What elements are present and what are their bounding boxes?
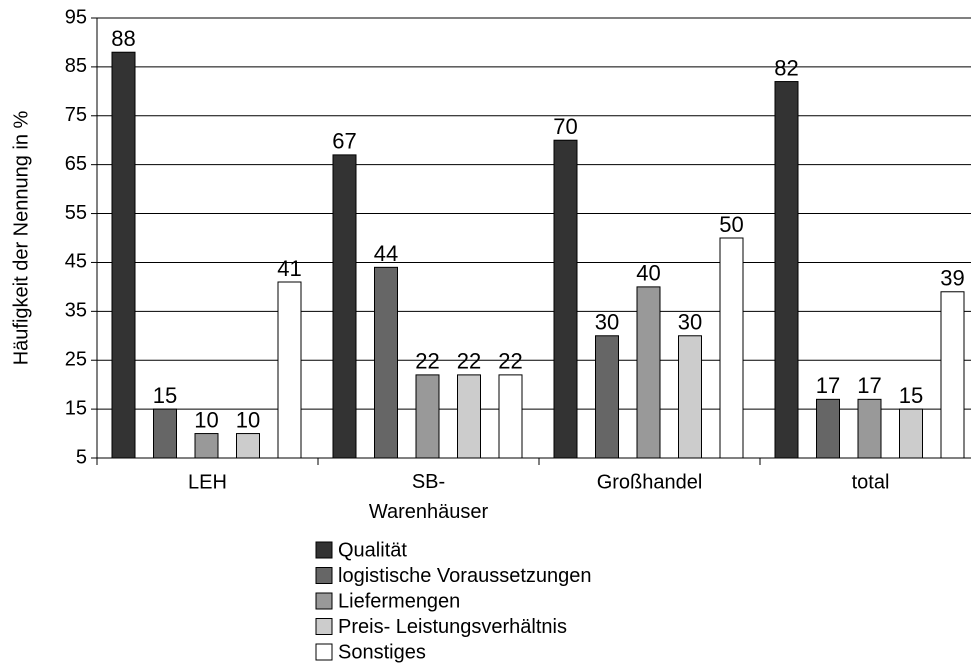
legend-label: logistische Voraussetzungen: [338, 565, 592, 587]
x-tick-label: SB-Warenhäuser: [369, 471, 489, 523]
data-label: 67: [332, 129, 356, 154]
legend-swatch: [315, 541, 333, 559]
data-label: 30: [678, 310, 702, 335]
legend-swatch: [315, 618, 333, 635]
y-tick-label: 35: [65, 300, 87, 322]
bar: [498, 374, 523, 459]
bar: [816, 398, 840, 459]
bar: [719, 237, 744, 459]
legend-swatch: [315, 592, 333, 610]
bar: [277, 281, 302, 459]
y-tick-label: 55: [65, 202, 87, 224]
y-tick-label: 45: [65, 251, 87, 273]
bar: [774, 81, 799, 459]
x-tick-label: total: [852, 471, 890, 493]
bar: [374, 266, 398, 459]
legend-swatch: [315, 567, 333, 584]
legend-swatch: [315, 643, 333, 661]
y-tick-label: 85: [65, 55, 87, 77]
data-label: 40: [636, 261, 660, 286]
y-tick-label: 5: [76, 446, 87, 468]
bar: [194, 433, 219, 459]
legend-label: Qualität: [338, 539, 407, 561]
legend-label: Sonstiges: [338, 641, 426, 663]
y-axis-label: Häufigkeit der Nennung in %: [10, 110, 32, 365]
data-label: 10: [236, 407, 260, 432]
data-label: 82: [774, 55, 798, 80]
y-tick-label: 25: [65, 349, 87, 371]
bar: [153, 408, 177, 459]
y-tick-label: 65: [65, 153, 87, 175]
data-label: 10: [194, 407, 218, 432]
data-label: 17: [816, 373, 840, 398]
data-label: 15: [899, 383, 923, 408]
bar: [678, 335, 702, 459]
data-label: 15: [153, 383, 177, 408]
bar: [899, 408, 923, 459]
data-label: 22: [415, 349, 439, 374]
data-label: 22: [457, 349, 481, 374]
x-tick-label: Großhandel: [597, 471, 703, 493]
data-label: 30: [595, 310, 619, 335]
bar: [236, 433, 260, 459]
bar: [111, 51, 136, 459]
bar: [940, 291, 965, 459]
data-label: 70: [553, 114, 577, 139]
data-label: 39: [940, 266, 964, 291]
bar: [595, 335, 619, 459]
data-label: 44: [374, 241, 398, 266]
bar: [636, 286, 661, 459]
legend-label: Liefermengen: [338, 590, 460, 612]
data-label: 41: [277, 256, 301, 281]
data-label: 88: [111, 26, 135, 51]
x-tick-label: LEH: [188, 471, 227, 493]
bar: [457, 374, 481, 459]
bar: [415, 374, 440, 459]
data-label: 22: [498, 349, 522, 374]
y-tick-label: 75: [65, 104, 87, 126]
data-label: 17: [857, 373, 881, 398]
data-label: 50: [719, 212, 743, 237]
bar: [857, 398, 882, 459]
bar: [332, 154, 357, 459]
y-tick-label: 15: [65, 397, 87, 419]
bar: [553, 139, 578, 459]
legend-label: Preis- Leistungsverhältnis: [338, 616, 567, 638]
y-tick-label: 95: [65, 6, 87, 28]
